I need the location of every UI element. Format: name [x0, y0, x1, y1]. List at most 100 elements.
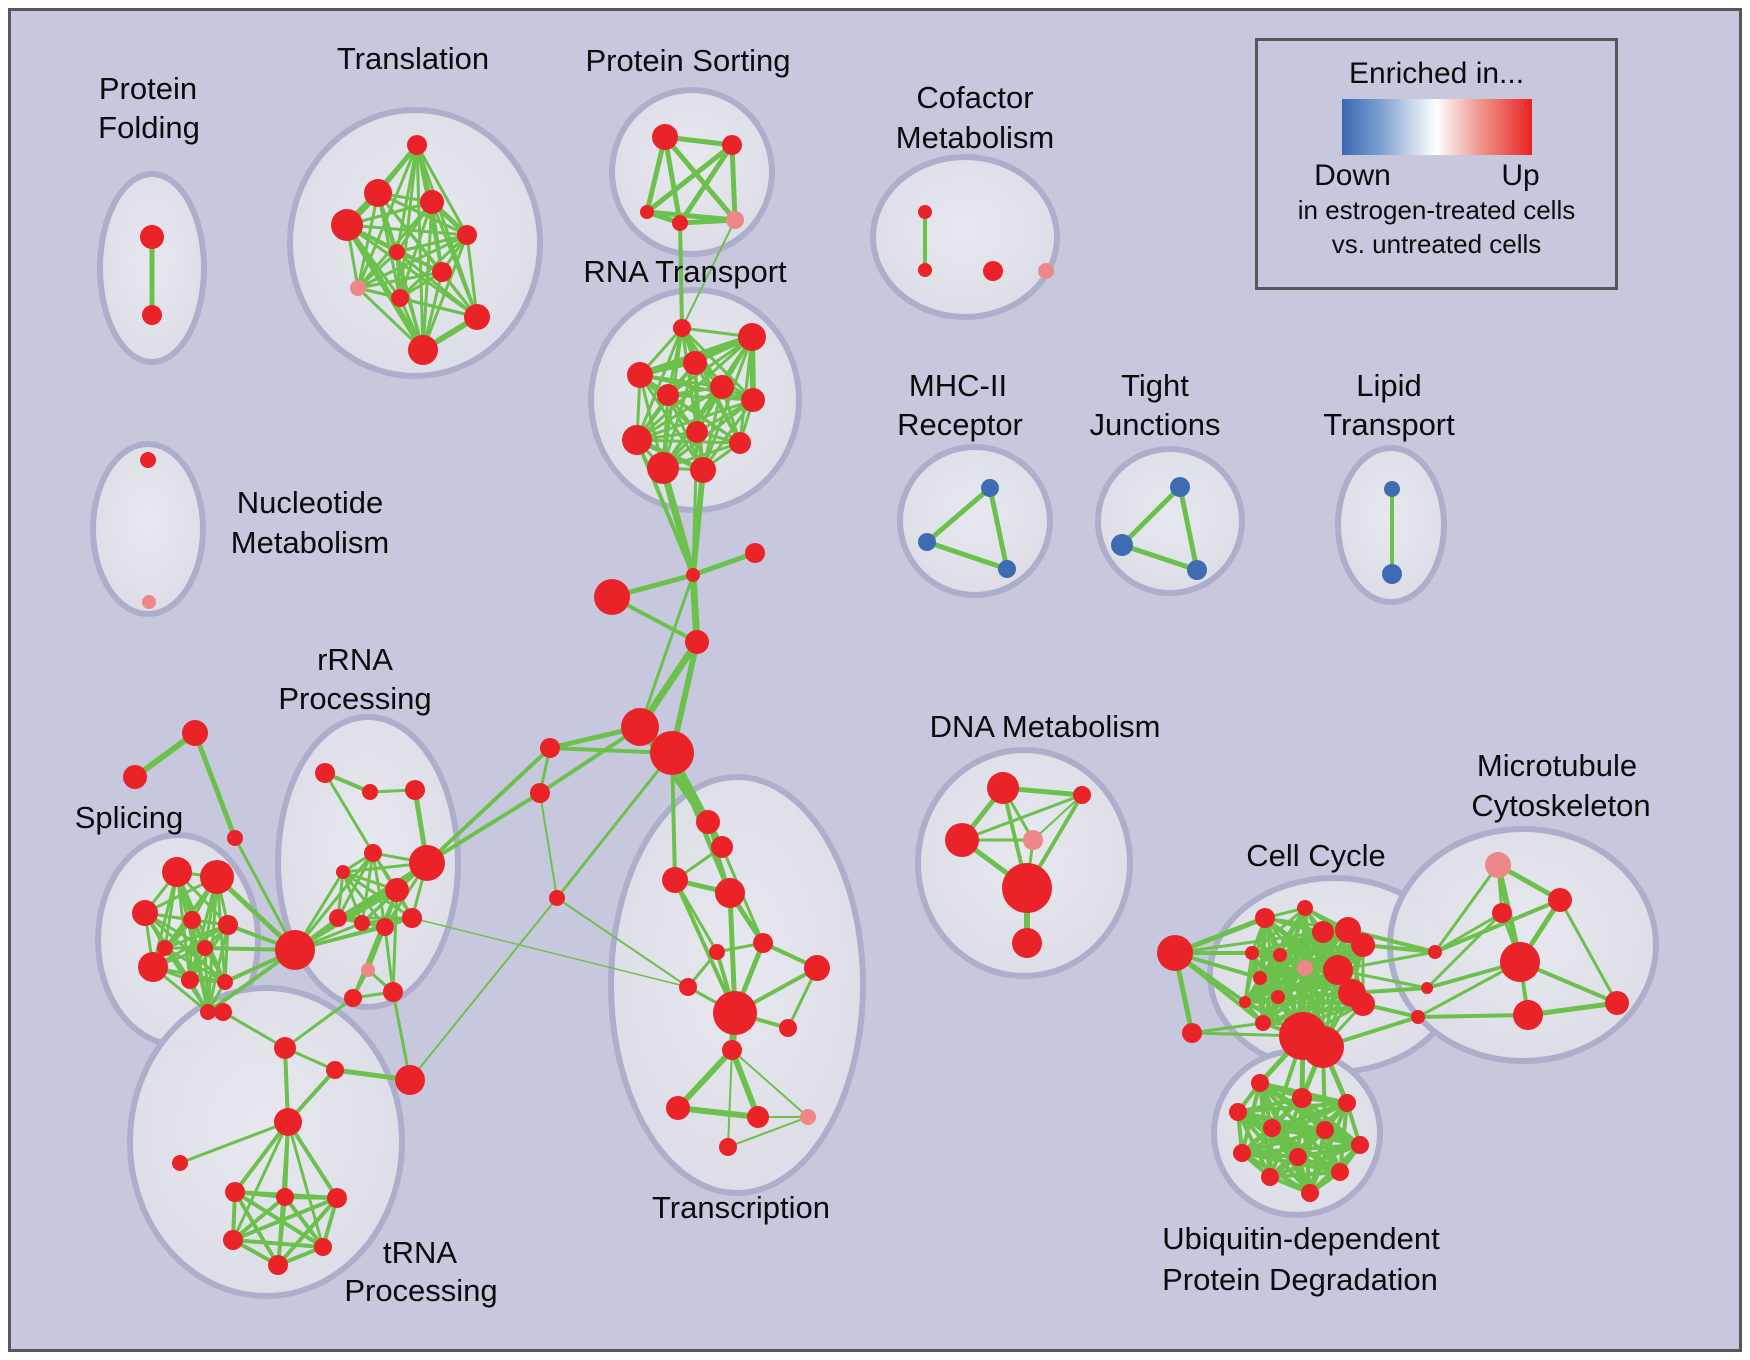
edge — [727, 1116, 809, 1148]
node-tr6-red — [389, 244, 405, 260]
node-rt5-red — [657, 384, 679, 406]
cluster-label-tight-junctions-line1: Tight — [1121, 368, 1189, 403]
node-u9-red — [1289, 1148, 1307, 1166]
cluster-label-trna-processing-line1: tRNA — [383, 1235, 457, 1270]
edge — [425, 791, 542, 865]
node-d1-red — [987, 772, 1019, 804]
edge — [555, 751, 674, 900]
node-tc6-red — [268, 1255, 288, 1275]
node-tj1-blue — [1170, 477, 1190, 497]
edge — [383, 925, 395, 994]
node-lc1-red — [540, 738, 560, 758]
node-c3-red — [1312, 921, 1334, 943]
edge — [345, 223, 479, 319]
node-tn2-red — [274, 1037, 296, 1059]
edge — [924, 539, 1010, 572]
node-c15-red — [1255, 1015, 1271, 1031]
cluster-label-protein-folding-line1: Protein — [99, 71, 197, 106]
edge — [675, 1105, 761, 1120]
cluster-label-rna-transport: RNA Transport — [583, 254, 787, 289]
edge — [675, 1047, 735, 1111]
node-t9-red — [713, 991, 757, 1035]
node-tc4-red — [223, 1230, 243, 1250]
edge — [1258, 928, 1350, 980]
cluster-ellipse-mhc-ii-receptor — [897, 444, 1053, 598]
node-r3-red — [405, 780, 425, 800]
edge — [415, 143, 469, 237]
edge — [206, 875, 219, 1014]
edge — [1236, 1101, 1349, 1114]
cluster-ellipse-tight-junctions — [1095, 446, 1245, 596]
node-sp8-red — [138, 952, 168, 982]
edge — [987, 485, 1010, 572]
node-t1-red — [696, 810, 720, 834]
edge — [336, 851, 375, 920]
edge — [151, 870, 179, 969]
legend-up-label: Up — [1501, 159, 1540, 192]
edge — [286, 1120, 339, 1200]
edge — [673, 878, 737, 1015]
node-c2-red — [1297, 900, 1313, 916]
edge — [465, 233, 479, 319]
edge — [1336, 950, 1437, 972]
node-t11-red — [722, 1040, 742, 1060]
edge — [188, 875, 219, 982]
node-rt11-red — [647, 452, 679, 484]
edge — [425, 746, 552, 865]
edge — [1361, 943, 1437, 954]
node-u2-red — [1292, 1088, 1312, 1108]
node-t12-red — [666, 1096, 690, 1120]
node-sp6-red — [157, 940, 173, 956]
node-t14-pink — [800, 1109, 816, 1125]
legend-subtitle-line2: vs. untreated cells — [1331, 229, 1542, 259]
node-tt0-red — [274, 1108, 302, 1136]
figure-frame: Protein Folding Translation Protein Sorting… — [8, 8, 1742, 1352]
edge — [323, 771, 375, 855]
node-lt1-blue — [1384, 481, 1400, 497]
node-c17-red — [1182, 1023, 1202, 1043]
node-u5-red — [1263, 1119, 1281, 1137]
cluster-label-cofactor-metabolism-line1: Cofactor — [916, 80, 1033, 115]
node-ti-red — [172, 1155, 188, 1171]
node-tr9-red — [391, 289, 409, 307]
node-cf4-pink — [1038, 263, 1054, 279]
edge — [398, 296, 479, 319]
edge — [341, 870, 364, 925]
edge — [729, 142, 738, 223]
node-tc2-red — [276, 1188, 294, 1206]
node-mh2-blue — [918, 533, 936, 551]
cluster-label-protein-sorting: Protein Sorting — [585, 43, 790, 78]
edge — [691, 430, 699, 577]
node-tr3-red — [420, 190, 444, 214]
node-sp10-red — [217, 974, 233, 990]
node-c6-red — [1245, 946, 1259, 960]
node-r8-red — [329, 909, 347, 927]
legend-gradient-bar — [1341, 99, 1532, 155]
node-sp2-red — [200, 860, 234, 894]
node-tr1-red — [407, 135, 427, 155]
edge — [635, 398, 755, 442]
edge — [701, 385, 724, 472]
edge — [1173, 951, 1265, 1025]
node-c11-red — [1351, 992, 1375, 1016]
node-rt6-red — [710, 375, 734, 399]
edge — [701, 398, 755, 472]
node-h2-red — [650, 731, 694, 775]
node-rt9-red — [622, 425, 652, 455]
node-lc2-red — [530, 783, 550, 803]
node-c8-pink — [1297, 960, 1313, 976]
node-st3-red — [227, 830, 243, 846]
node-tj2-blue — [1111, 534, 1133, 556]
node-mh3-blue — [998, 560, 1016, 578]
cluster-label-mhc-ii-receptor-line2: Receptor — [897, 407, 1023, 442]
node-ps1-red — [652, 124, 678, 150]
edge — [681, 219, 736, 329]
node-h1-red — [621, 708, 659, 746]
node-c7-red — [1273, 948, 1287, 962]
node-st2-red — [123, 765, 147, 789]
node-tc5-red — [314, 1238, 332, 1256]
cluster-label-trna-processing-line2: Processing — [344, 1273, 497, 1308]
node-lt2-blue — [1382, 564, 1402, 584]
node-r4-red — [364, 844, 382, 862]
node-rt7-red — [741, 388, 765, 412]
